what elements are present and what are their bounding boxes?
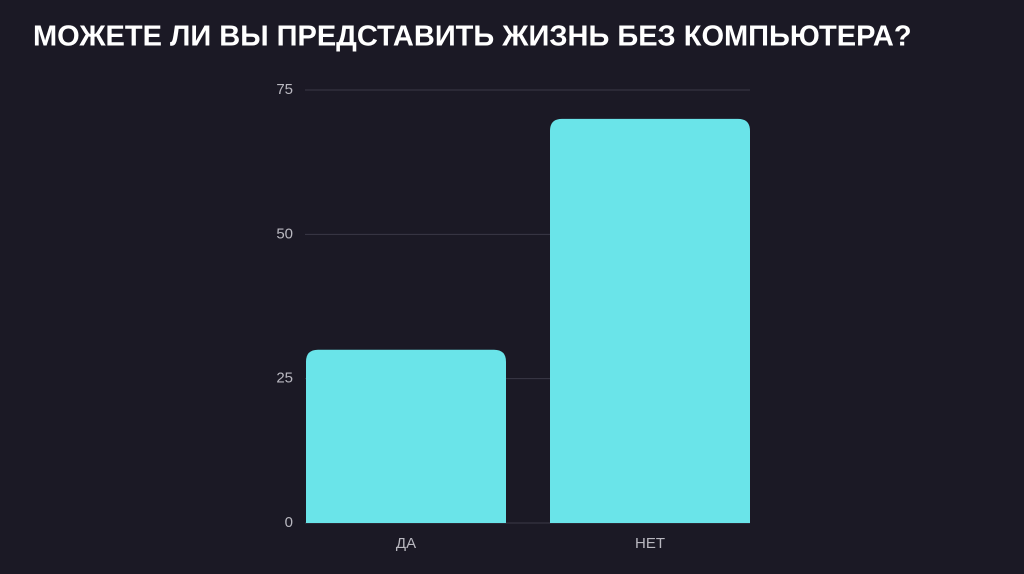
y-tick-label: 0 (285, 514, 293, 531)
y-tick-label: 75 (276, 81, 293, 98)
y-tick-label: 50 (276, 225, 293, 242)
x-tick-label: ДА (396, 535, 416, 552)
chart-title: МОЖЕТЕ ЛИ ВЫ ПРЕДСТАВИТЬ ЖИЗНЬ БЕЗ КОМПЬ… (33, 21, 912, 53)
bar (550, 118, 750, 523)
bar (306, 349, 506, 523)
x-tick-label: НЕТ (635, 535, 665, 552)
y-tick-label: 25 (276, 370, 293, 387)
